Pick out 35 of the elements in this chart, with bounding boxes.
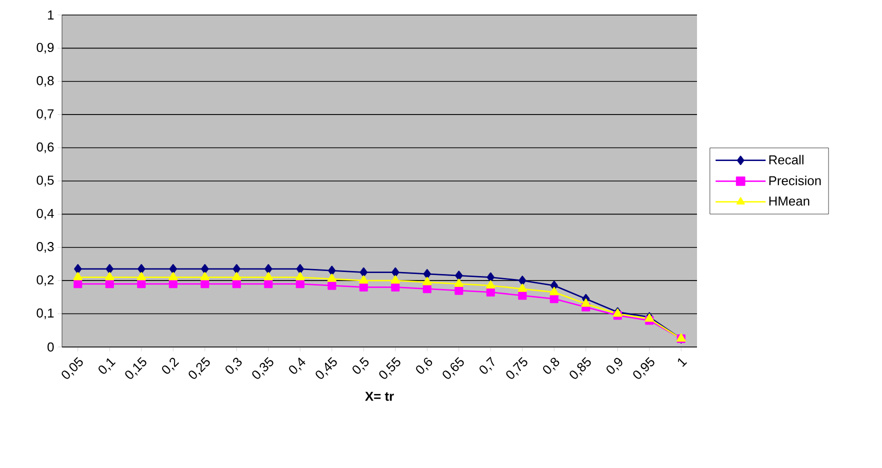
x-tick-label: 0,2 [162,358,180,374]
legend-label: Precision [769,176,821,186]
x-tick-label: 0,25 [188,357,210,379]
x-tick-label: 0,3 [226,358,242,374]
legend-label: Recall [769,154,804,164]
x-tick-label: 0,55 [379,357,400,379]
y-tick-label: 0 [48,342,54,352]
y-tick-label: 0,6 [36,142,54,154]
x-tick-label: 0,7 [480,356,494,374]
x-tick-label: 0,15 [125,357,146,379]
x-tick-label: 0,85 [570,357,591,379]
y-tick-label: 0,5 [36,176,54,186]
x-tick-label: 0,75 [506,357,528,379]
y-tick-label: 1 [48,10,54,20]
x-tick-label: 0,4 [289,357,306,374]
x-tick-label: 0,45 [316,357,337,379]
legend-label: HMean [769,196,810,206]
x-tick-label: 1 [678,358,687,367]
y-tick-label: 0,8 [36,76,54,87]
x-tick-label: 0,6 [416,358,432,374]
y-tick-label: 0,3 [36,242,54,253]
y-tick-label: 0,4 [36,208,54,220]
x-tick-label: 0,8 [543,358,560,374]
x-tick-label: 0,1 [98,358,116,374]
y-tick-label: 0,9 [36,42,54,54]
x-tick-label: 0,05 [62,357,83,379]
x-axis-title: X= tr [365,392,394,401]
y-tick-label: 0,2 [36,275,54,286]
x-tick-label: 0,95 [633,357,654,379]
x-tick-label: 0,35 [252,357,274,379]
y-tick-label: 0,1 [36,308,54,320]
x-tick-label: 0,9 [606,358,622,374]
x-tick-label: 0,5 [352,357,369,374]
y-tick-label: 0,7 [36,109,54,120]
x-tick-label: 0,65 [442,357,464,379]
